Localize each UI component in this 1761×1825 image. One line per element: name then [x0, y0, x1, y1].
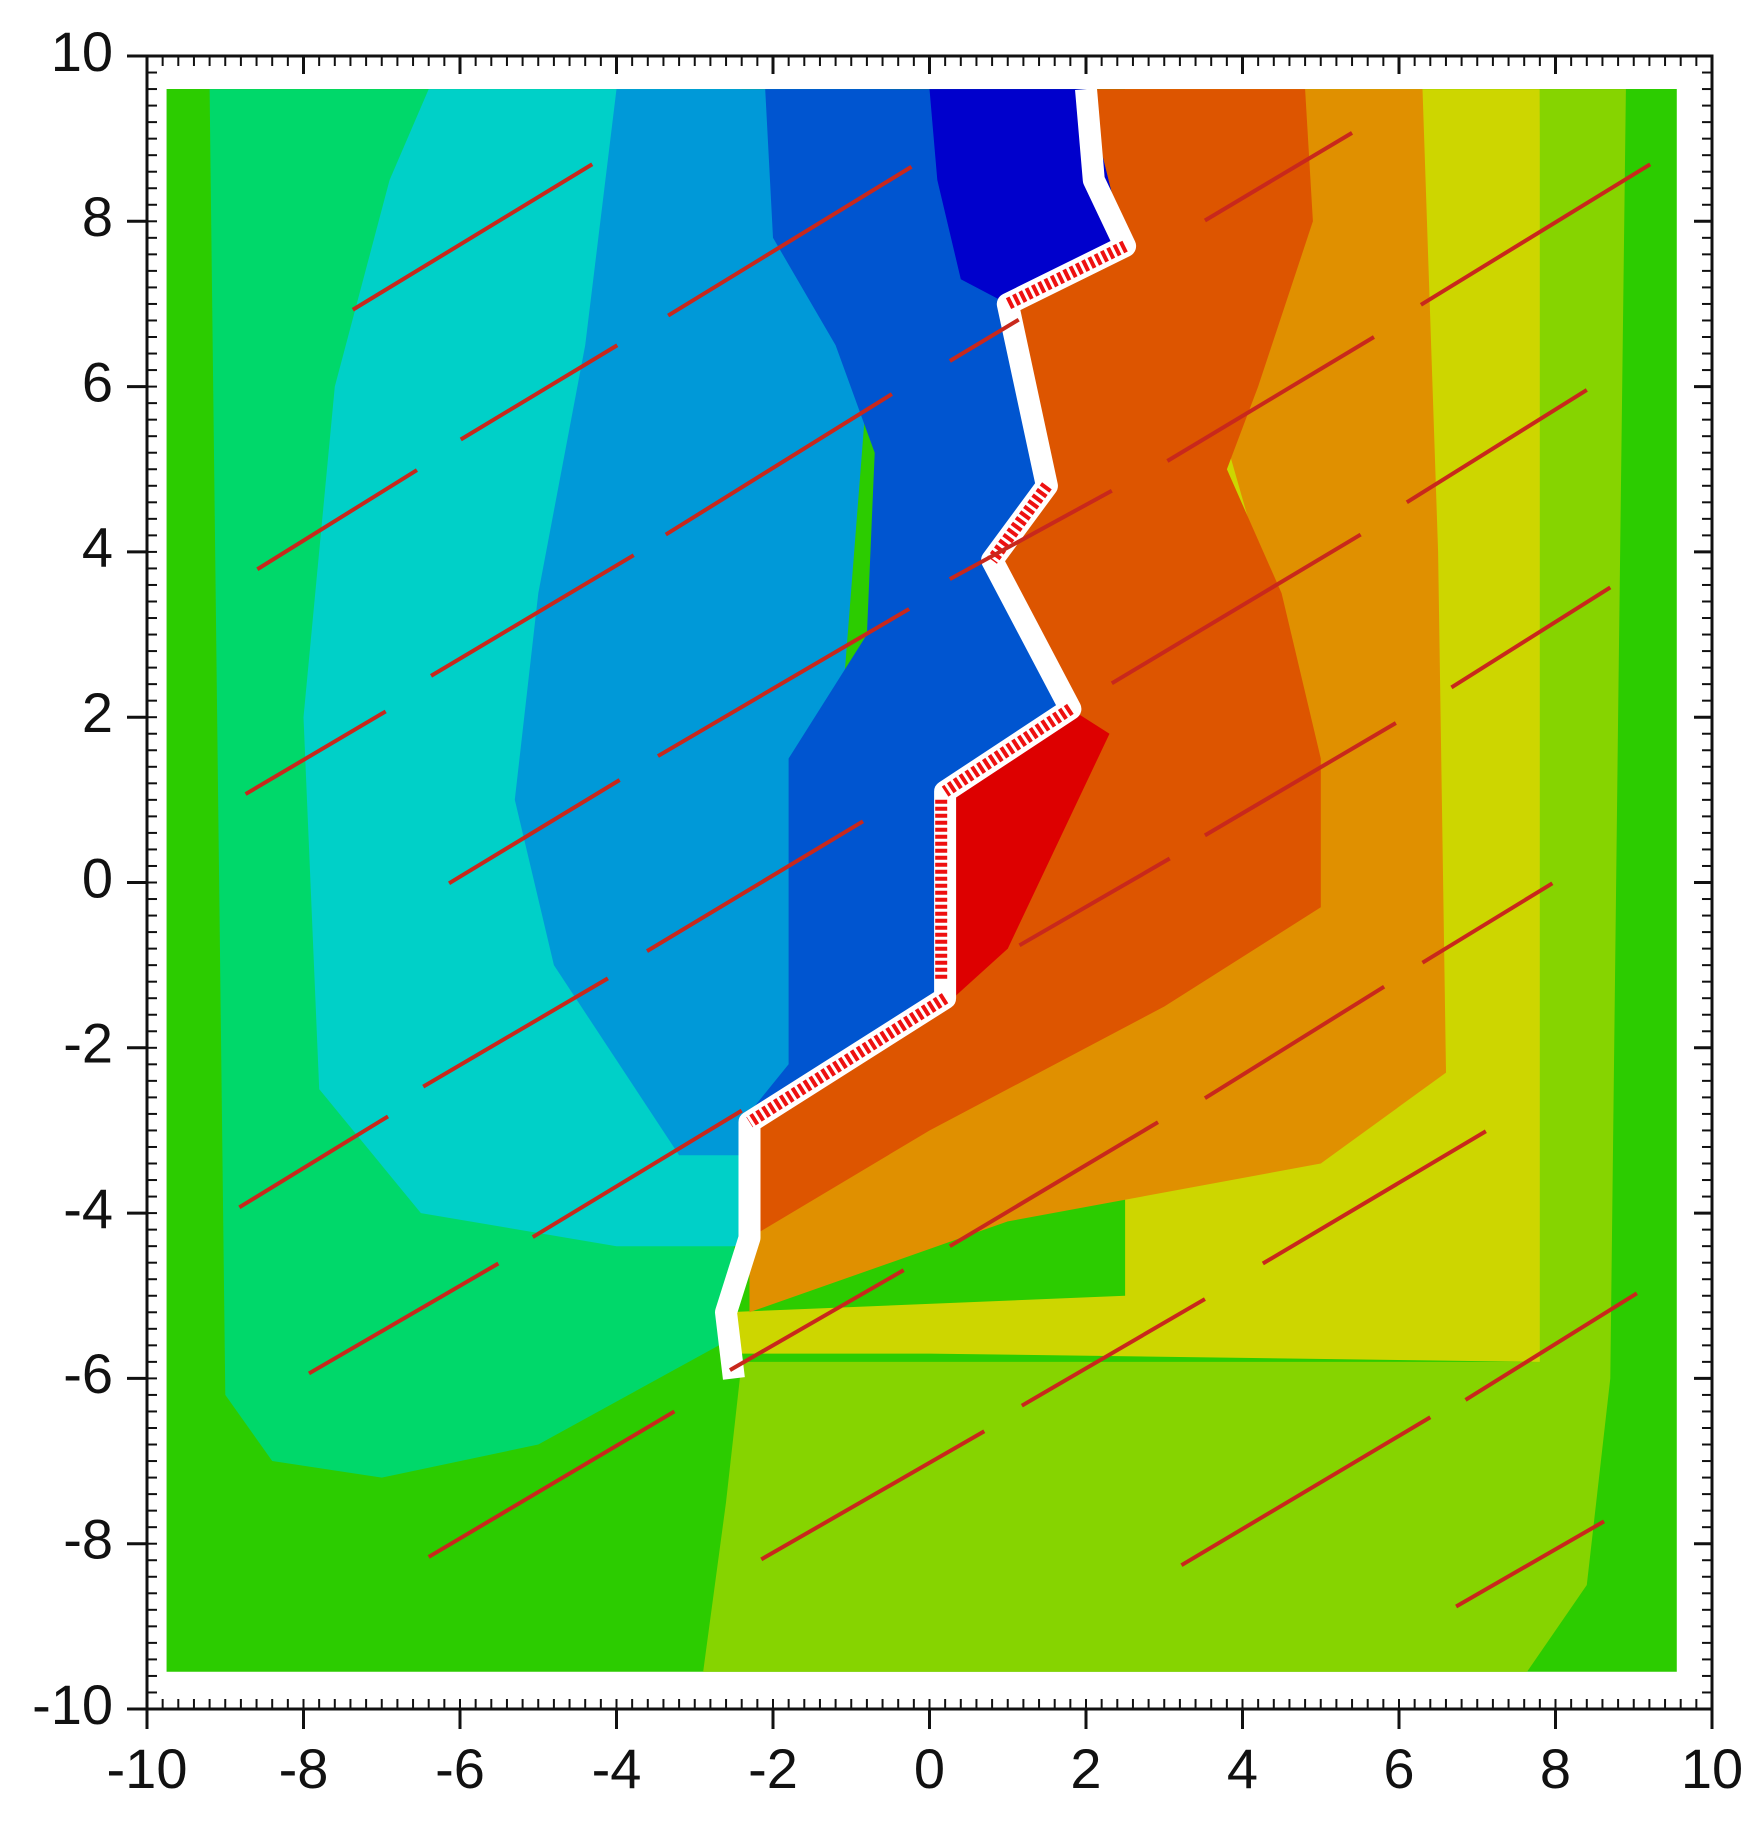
slip-line — [256, 468, 419, 571]
axes: -10 -8 -6 -4 -2 0 2 4 6 8 10 -10 -8 -6 -4 -2 0 2 4 6 8 10 — [32, 20, 1743, 1800]
slip-line — [645, 819, 865, 953]
slip-line — [1180, 1415, 1432, 1567]
contour-band — [749, 89, 1321, 1238]
contour-field — [166, 89, 1677, 1672]
x-tick-label: -10 — [107, 1737, 188, 1800]
slip-line — [459, 343, 619, 442]
x-tick-label: 0 — [914, 1737, 945, 1800]
x-tick-label: -6 — [435, 1737, 485, 1800]
slip-line — [427, 1409, 676, 1559]
slip-line — [1261, 1129, 1487, 1266]
contour-band — [703, 89, 1626, 1672]
slip-line — [430, 553, 635, 678]
slip-line — [948, 317, 1020, 363]
slip-line — [760, 1429, 986, 1562]
slip-line — [667, 165, 913, 318]
x-tick-label: 4 — [1227, 1737, 1258, 1800]
slip-line — [307, 1261, 500, 1376]
slip-line — [1203, 984, 1386, 1100]
contour-band — [929, 89, 1126, 304]
slip-line — [238, 1114, 390, 1210]
y-tick-label: 6 — [82, 350, 113, 413]
x-tick-label: 8 — [1540, 1737, 1571, 1800]
slip-line — [1464, 1291, 1638, 1402]
y-tick-label: -6 — [63, 1342, 113, 1405]
y-tick-label: 10 — [51, 20, 113, 83]
slip-line — [422, 976, 609, 1089]
y-tick-label: -8 — [63, 1507, 113, 1570]
y-tick-label: 0 — [82, 846, 113, 909]
slip-line — [1405, 388, 1588, 505]
fault-step — [746, 993, 949, 1128]
x-tick-label: -2 — [748, 1737, 798, 1800]
x-tick-label: -4 — [592, 1737, 642, 1800]
contour-band — [741, 89, 1126, 1123]
slip-line — [448, 778, 621, 886]
slip-line — [948, 1120, 1160, 1248]
y-tick-label: -4 — [63, 1177, 113, 1240]
slip-line — [948, 488, 1113, 581]
slip-line — [1455, 1519, 1606, 1609]
slip-line — [1166, 335, 1375, 463]
x-tick-label: 2 — [1070, 1737, 1101, 1800]
x-tick-label: -8 — [279, 1737, 329, 1800]
y-tick-label: -2 — [63, 1012, 113, 1075]
slip-line — [531, 1108, 743, 1239]
slip-line — [1419, 162, 1652, 307]
contour-band — [945, 708, 1110, 999]
slip-line — [1421, 881, 1554, 965]
slip-line — [351, 162, 594, 312]
y-tick-label: 4 — [82, 516, 113, 579]
slip-line — [1018, 856, 1171, 948]
contour-band — [749, 89, 1446, 1313]
fault-step — [987, 482, 1052, 564]
y-tick-label: 8 — [82, 185, 113, 248]
x-tick-label: 6 — [1383, 1737, 1414, 1800]
slip-line — [656, 607, 911, 758]
slip-line — [1110, 532, 1362, 686]
x-tick-label: 10 — [1681, 1737, 1743, 1800]
slip-line — [664, 392, 893, 537]
slip-line — [1203, 131, 1354, 223]
y-tick-label: 2 — [82, 681, 113, 744]
slip-line — [1020, 1297, 1206, 1408]
slip-line — [244, 709, 387, 796]
y-tick-label: -10 — [32, 1673, 113, 1736]
slip-line — [1450, 585, 1612, 690]
slip-line — [1203, 721, 1397, 838]
slip-line — [728, 1268, 905, 1372]
fault-step — [1005, 240, 1128, 310]
